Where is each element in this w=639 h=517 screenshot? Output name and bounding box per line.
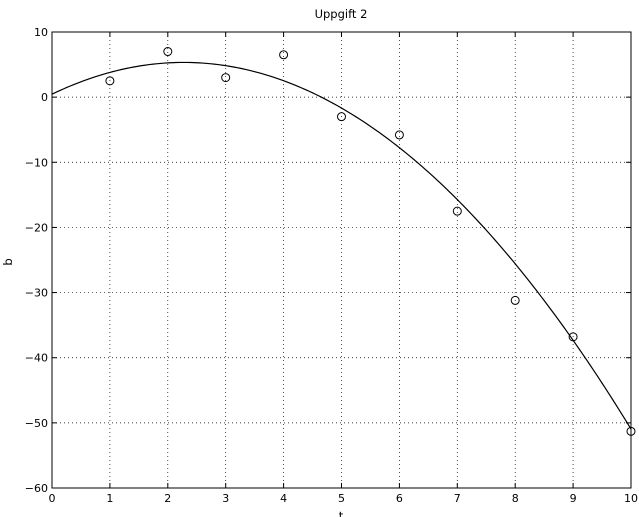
y-tick-label: −20 bbox=[25, 221, 48, 234]
data-point bbox=[221, 73, 231, 83]
x-tick-label: 10 bbox=[624, 492, 638, 505]
fit-curve-layer bbox=[51, 61, 632, 430]
fit-curve bbox=[51, 61, 632, 430]
y-axis-label: b bbox=[1, 258, 15, 265]
x-tick-label: 8 bbox=[512, 492, 519, 505]
axis-ticks bbox=[51, 31, 632, 489]
x-axis-label: t bbox=[339, 509, 344, 517]
x-tick-label: 4 bbox=[280, 492, 287, 505]
x-tick-label: 3 bbox=[222, 492, 229, 505]
x-tick-labels: 0 1 2 3 4 5 6 7 8 9 10 bbox=[49, 492, 639, 505]
data-point bbox=[279, 50, 289, 60]
y-tick-label: −50 bbox=[25, 417, 48, 430]
chart-title: Uppgift 2 bbox=[315, 7, 368, 21]
data-point bbox=[568, 332, 578, 342]
y-tick-label: −40 bbox=[25, 352, 48, 365]
x-tick-label: 1 bbox=[106, 492, 113, 505]
grid-lines bbox=[52, 32, 631, 488]
data-point bbox=[163, 47, 173, 57]
y-tick-label: 10 bbox=[34, 26, 48, 39]
x-tick-label: 9 bbox=[570, 492, 577, 505]
x-tick-label: 0 bbox=[49, 492, 56, 505]
data-point bbox=[510, 295, 520, 305]
x-tick-label: 7 bbox=[454, 492, 461, 505]
y-tick-label: −60 bbox=[25, 482, 48, 495]
data-point bbox=[337, 112, 346, 122]
y-tick-label: 0 bbox=[41, 91, 48, 104]
x-tick-label: 5 bbox=[338, 492, 345, 505]
x-tick-label: 2 bbox=[164, 492, 171, 505]
data-point bbox=[105, 76, 115, 86]
y-tick-labels: 10 0 −10 −20 −30 −40 −50 −60 bbox=[25, 26, 48, 495]
y-tick-label: −10 bbox=[25, 156, 48, 169]
y-tick-label: −30 bbox=[25, 287, 48, 300]
x-tick-label: 6 bbox=[396, 492, 403, 505]
data-point bbox=[394, 130, 404, 140]
data-points-layer bbox=[105, 47, 636, 436]
data-point bbox=[452, 206, 462, 216]
